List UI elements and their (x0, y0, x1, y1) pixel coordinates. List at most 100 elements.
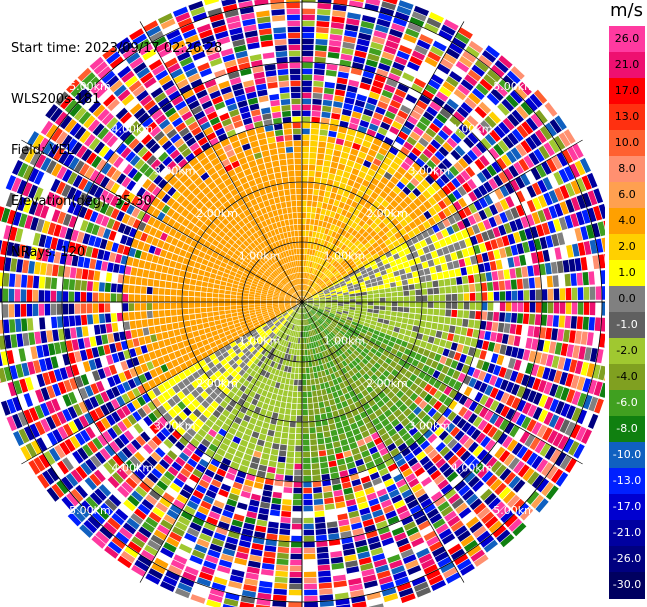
velocity-gate (171, 282, 178, 289)
velocity-gate (308, 182, 314, 189)
velocity-gate (395, 280, 402, 287)
velocity-gate (549, 398, 560, 413)
velocity-gate (291, 303, 297, 307)
velocity-gate (395, 204, 404, 213)
velocity-gate (302, 326, 304, 332)
velocity-gate (312, 475, 321, 482)
velocity-gate (469, 310, 476, 319)
velocity-gate (406, 61, 420, 72)
velocity-gate (278, 389, 284, 396)
velocity-gate (263, 484, 273, 491)
velocity-gate (325, 69, 337, 77)
velocity-gate (495, 402, 505, 415)
velocity-gate (576, 316, 583, 330)
velocity-gate (452, 189, 462, 200)
velocity-gate (319, 297, 326, 300)
velocity-gate (503, 168, 514, 181)
velocity-gate (480, 436, 491, 448)
velocity-gate (2, 288, 9, 302)
velocity-gate (94, 488, 107, 501)
velocity-gate (289, 565, 302, 572)
velocity-gate (347, 329, 354, 334)
velocity-gate (74, 291, 81, 302)
velocity-gate (125, 459, 137, 472)
velocity-gate (456, 418, 467, 429)
velocity-gate (15, 228, 24, 243)
velocity-gate (435, 330, 443, 339)
velocity-gate (468, 92, 481, 105)
velocity-gate (391, 311, 397, 317)
velocity-gate (396, 317, 403, 323)
velocity-gate (90, 455, 102, 468)
velocity-gate (483, 74, 497, 87)
velocity-gate (227, 278, 234, 284)
velocity-gate (249, 326, 256, 332)
velocity-gate (304, 291, 308, 297)
velocity-gate (316, 390, 322, 397)
velocity-gate (261, 563, 275, 570)
velocity-gate (178, 371, 187, 381)
velocity-gate (233, 280, 240, 285)
velocity-gate (346, 398, 354, 406)
velocity-gate (176, 425, 186, 436)
velocity-gate (369, 390, 378, 399)
velocity-gate (12, 413, 23, 429)
velocity-gate (341, 387, 348, 395)
velocity-gate (415, 157, 425, 168)
velocity-gate (361, 238, 368, 246)
velocity-gate (324, 437, 332, 444)
velocity-gate (364, 174, 373, 182)
velocity-gate (319, 273, 325, 279)
velocity-gate (470, 549, 485, 562)
velocity-gate (591, 223, 601, 238)
velocity-gate (274, 336, 280, 342)
velocity-gate (217, 343, 225, 350)
velocity-gate (310, 323, 314, 330)
velocity-gate (268, 323, 274, 329)
velocity-gate (85, 246, 93, 258)
velocity-gate (533, 264, 540, 276)
velocity-gate (254, 294, 261, 298)
velocity-gate (311, 457, 319, 464)
velocity-gate (498, 121, 511, 135)
velocity-gate (183, 314, 190, 321)
velocity-gate (44, 290, 51, 302)
velocity-gate (244, 341, 251, 347)
velocity-gate (456, 106, 469, 118)
velocity-gate (51, 483, 65, 498)
velocity-gate (339, 319, 346, 324)
velocity-gate (154, 420, 164, 431)
velocity-gate (452, 370, 461, 380)
velocity-gate (450, 317, 457, 326)
velocity-gate (336, 311, 342, 315)
velocity-gate (513, 460, 525, 474)
velocity-gate (308, 409, 314, 416)
velocity-gate (351, 447, 360, 456)
velocity-gate (516, 445, 528, 459)
velocity-gate (302, 224, 306, 231)
velocity-gate (349, 307, 356, 310)
velocity-gate (187, 458, 198, 468)
velocity-gate (332, 279, 338, 284)
velocity-gate (155, 366, 163, 376)
velocity-gate (391, 386, 400, 395)
velocity-gate (357, 501, 369, 510)
velocity-gate (425, 321, 432, 329)
velocity-gate (232, 456, 242, 464)
velocity-gate (314, 314, 320, 319)
velocity-gate (511, 498, 525, 513)
velocity-gate (155, 264, 163, 273)
velocity-gate (571, 302, 578, 315)
velocity-gate (500, 405, 510, 418)
velocity-gate (422, 220, 431, 230)
velocity-gate (461, 248, 470, 258)
velocity-gate (412, 227, 421, 236)
velocity-gate (230, 302, 237, 306)
velocity-gate (457, 209, 467, 220)
velocity-gate (400, 255, 408, 263)
velocity-gate (113, 263, 120, 273)
velocity-gate (368, 183, 376, 191)
velocity-gate (304, 583, 317, 590)
velocity-gate (373, 186, 382, 195)
velocity-gate (373, 293, 380, 298)
